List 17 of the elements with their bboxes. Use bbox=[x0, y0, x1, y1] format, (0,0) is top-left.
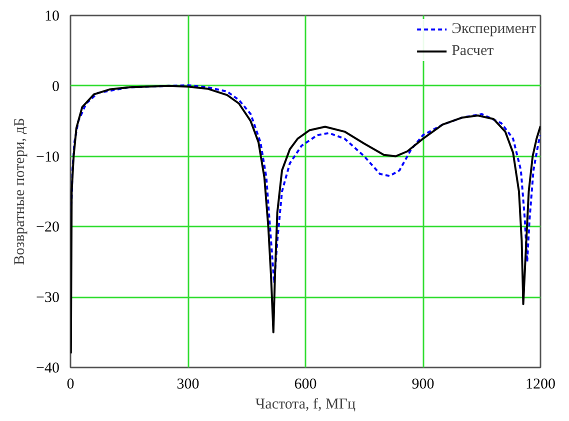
y-tick-label: −20 bbox=[36, 220, 60, 236]
legend-label: Эксперимент bbox=[452, 20, 536, 38]
x-tick-label: 900 bbox=[412, 376, 434, 392]
y-axis-title: Возвратные потери, дБ bbox=[12, 118, 28, 266]
x-tick-label: 600 bbox=[294, 376, 317, 392]
line-series bbox=[70, 84, 540, 354]
x-tick-label: 0 bbox=[66, 376, 74, 392]
legend-label: Расчет bbox=[452, 42, 494, 60]
line-series bbox=[70, 84, 540, 284]
x-tick-label: 1200 bbox=[526, 376, 556, 392]
x-axis-title: Частота, f, МГц bbox=[255, 396, 356, 412]
y-tick-label: −30 bbox=[36, 290, 60, 306]
x-tick-label: 300 bbox=[176, 376, 200, 392]
y-tick-label: 10 bbox=[44, 8, 60, 24]
y-tick-label: −10 bbox=[36, 149, 60, 166]
y-tick-label: 0 bbox=[52, 78, 60, 95]
y-tick-label: −40 bbox=[36, 360, 60, 376]
